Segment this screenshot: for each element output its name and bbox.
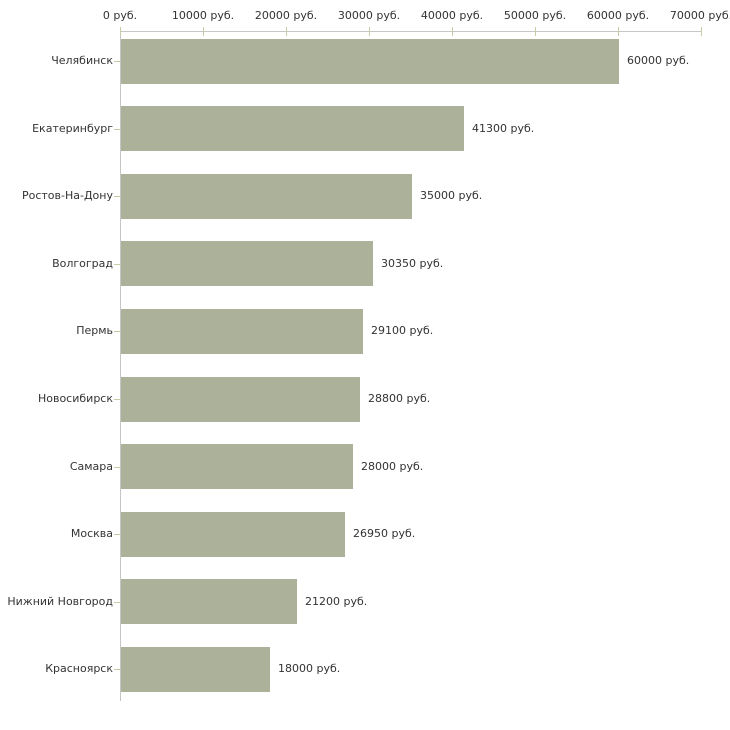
bar — [121, 377, 360, 422]
y-axis-tick — [114, 399, 121, 400]
x-axis-tick — [286, 27, 287, 36]
category-label: Ростов-На-Дону — [21, 189, 113, 202]
bar-value-label: 28000 руб. — [361, 460, 424, 473]
x-axis-tick-label: 20000 руб. — [254, 9, 318, 22]
category-label: Самара — [69, 460, 113, 473]
bar — [121, 444, 353, 489]
y-axis-tick — [114, 264, 121, 265]
y-axis-tick — [114, 331, 121, 332]
category-label: Новосибирск — [37, 392, 113, 405]
x-axis-tick — [203, 27, 204, 36]
bar-value-label: 29100 руб. — [371, 324, 434, 337]
y-axis-line — [120, 31, 121, 701]
x-axis-tick — [618, 27, 619, 36]
y-axis-tick — [114, 669, 121, 670]
category-label: Красноярск — [45, 662, 113, 675]
bar — [121, 106, 464, 151]
y-axis-tick — [114, 129, 121, 130]
y-axis-tick — [114, 467, 121, 468]
category-label: Пермь — [76, 324, 113, 337]
x-axis-tick — [452, 27, 453, 36]
y-axis-tick — [114, 602, 121, 603]
bar-value-label: 21200 руб. — [305, 595, 368, 608]
x-axis-tick-label: 30000 руб. — [337, 9, 401, 22]
x-axis-tick-label: 70000 руб. — [669, 9, 730, 22]
bar — [121, 241, 373, 286]
x-axis-tick-label: 60000 руб. — [586, 9, 650, 22]
bar — [121, 512, 345, 557]
x-axis-tick-label: 50000 руб. — [503, 9, 567, 22]
bar — [121, 647, 270, 692]
category-label: Москва — [70, 527, 113, 540]
bar-value-label: 30350 руб. — [381, 257, 444, 270]
bar-value-label: 26950 руб. — [353, 527, 416, 540]
category-label: Нижний Новгород — [7, 595, 113, 608]
bar-value-label: 35000 руб. — [420, 189, 483, 202]
category-label: Волгоград — [52, 257, 113, 270]
bar-value-label: 60000 руб. — [627, 54, 690, 67]
y-axis-tick — [114, 196, 121, 197]
bar — [121, 39, 619, 84]
bar — [121, 174, 412, 219]
category-label: Челябинск — [51, 54, 113, 67]
x-axis-tick-label: 0 руб. — [102, 9, 138, 22]
x-axis-tick-label: 10000 руб. — [171, 9, 235, 22]
bar-value-label: 28800 руб. — [368, 392, 431, 405]
x-axis-tick — [535, 27, 536, 36]
x-axis-tick — [369, 27, 370, 36]
category-label: Екатеринбург — [32, 122, 113, 135]
x-axis-tick — [701, 27, 702, 36]
x-axis-tick — [120, 27, 121, 36]
x-axis-line — [120, 31, 701, 32]
y-axis-tick — [114, 534, 121, 535]
bar-value-label: 41300 руб. — [472, 122, 535, 135]
y-axis-tick — [114, 61, 121, 62]
bar — [121, 579, 297, 624]
bar-value-label: 18000 руб. — [278, 662, 341, 675]
x-axis-tick-label: 40000 руб. — [420, 9, 484, 22]
bar — [121, 309, 363, 354]
